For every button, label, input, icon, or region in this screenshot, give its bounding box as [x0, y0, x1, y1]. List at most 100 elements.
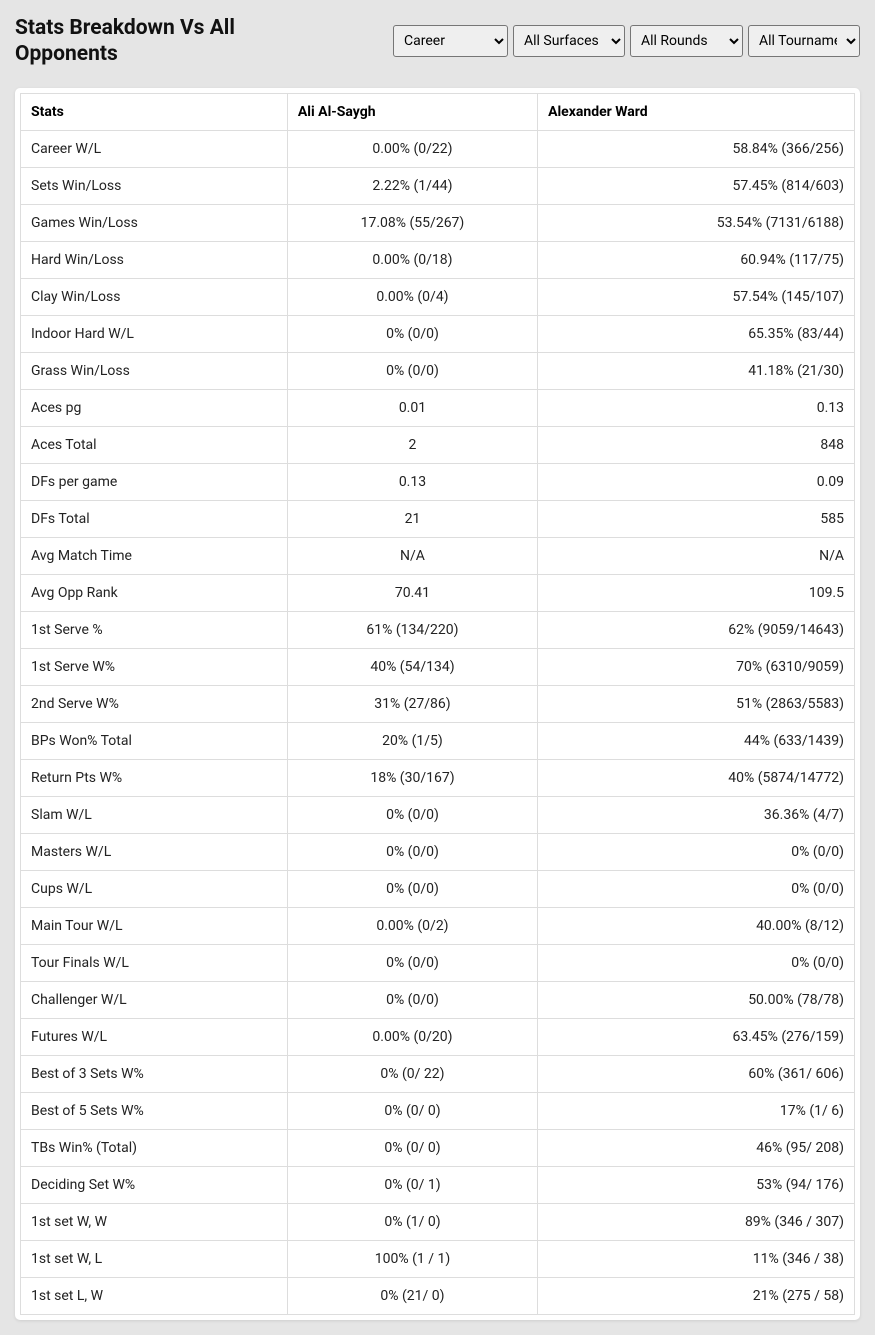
table-row: DFs Total21585 [21, 500, 855, 537]
stat-label-cell: Clay Win/Loss [21, 278, 288, 315]
player1-value-cell: 0% (0/ 22) [287, 1055, 537, 1092]
tournament-select[interactable]: All Tournaments [748, 25, 860, 57]
stat-label-cell: Games Win/Loss [21, 204, 288, 241]
player2-value-cell: 70% (6310/9059) [538, 648, 855, 685]
player2-value-cell: 57.54% (145/107) [538, 278, 855, 315]
table-row: Return Pts W%18% (30/167)40% (5874/14772… [21, 759, 855, 796]
player1-value-cell: 0.13 [287, 463, 537, 500]
table-row: Best of 5 Sets W%0% (0/ 0)17% (1/ 6) [21, 1092, 855, 1129]
player1-value-cell: 70.41 [287, 574, 537, 611]
player1-value-cell: 0% (0/0) [287, 352, 537, 389]
player2-value-cell: 40.00% (8/12) [538, 907, 855, 944]
player2-value-cell: 11% (346 / 38) [538, 1240, 855, 1277]
player2-value-cell: 53% (94/ 176) [538, 1166, 855, 1203]
stat-label-cell: DFs Total [21, 500, 288, 537]
table-row: Indoor Hard W/L0% (0/0)65.35% (83/44) [21, 315, 855, 352]
stat-label-cell: 1st set L, W [21, 1277, 288, 1314]
player1-value-cell: 0% (1/ 0) [287, 1203, 537, 1240]
player2-value-cell: 0.13 [538, 389, 855, 426]
table-row: Tour Finals W/L0% (0/0)0% (0/0) [21, 944, 855, 981]
table-row: Main Tour W/L0.00% (0/2)40.00% (8/12) [21, 907, 855, 944]
stat-label-cell: Challenger W/L [21, 981, 288, 1018]
col-stats-header: Stats [21, 93, 288, 130]
player1-value-cell: 18% (30/167) [287, 759, 537, 796]
stat-label-cell: Sets Win/Loss [21, 167, 288, 204]
stat-label-cell: BPs Won% Total [21, 722, 288, 759]
table-row: Games Win/Loss17.08% (55/267)53.54% (713… [21, 204, 855, 241]
table-row: 1st Serve W%40% (54/134)70% (6310/9059) [21, 648, 855, 685]
stat-label-cell: Indoor Hard W/L [21, 315, 288, 352]
player1-value-cell: N/A [287, 537, 537, 574]
rounds-select[interactable]: All Rounds [630, 25, 743, 57]
player1-value-cell: 17.08% (55/267) [287, 204, 537, 241]
player1-value-cell: 20% (1/5) [287, 722, 537, 759]
table-row: Avg Opp Rank70.41109.5 [21, 574, 855, 611]
player1-value-cell: 0.00% (0/18) [287, 241, 537, 278]
stat-label-cell: Best of 3 Sets W% [21, 1055, 288, 1092]
table-row: Slam W/L0% (0/0)36.36% (4/7) [21, 796, 855, 833]
stat-label-cell: Avg Match Time [21, 537, 288, 574]
col-player1-header: Ali Al-Saygh [287, 93, 537, 130]
stat-label-cell: Futures W/L [21, 1018, 288, 1055]
player2-value-cell: 21% (275 / 58) [538, 1277, 855, 1314]
player2-value-cell: 46% (95/ 208) [538, 1129, 855, 1166]
player2-value-cell: 41.18% (21/30) [538, 352, 855, 389]
player2-value-cell: 51% (2863/5583) [538, 685, 855, 722]
stat-label-cell: Masters W/L [21, 833, 288, 870]
table-row: Deciding Set W%0% (0/ 1)53% (94/ 176) [21, 1166, 855, 1203]
player1-value-cell: 0% (0/0) [287, 944, 537, 981]
table-row: Masters W/L0% (0/0)0% (0/0) [21, 833, 855, 870]
surface-select[interactable]: All Surfaces [513, 25, 625, 57]
filters-container: Career All Surfaces All Rounds All Tourn… [393, 25, 860, 57]
player2-value-cell: 40% (5874/14772) [538, 759, 855, 796]
player2-value-cell: 585 [538, 500, 855, 537]
stats-table-container: Stats Ali Al-Saygh Alexander Ward Career… [15, 88, 860, 1320]
table-row: TBs Win% (Total)0% (0/ 0)46% (95/ 208) [21, 1129, 855, 1166]
table-row: 1st set L, W0% (21/ 0)21% (275 / 58) [21, 1277, 855, 1314]
table-row: Aces pg0.010.13 [21, 389, 855, 426]
table-header-row: Stats Ali Al-Saygh Alexander Ward [21, 93, 855, 130]
table-row: Aces Total2848 [21, 426, 855, 463]
table-row: Challenger W/L0% (0/0)50.00% (78/78) [21, 981, 855, 1018]
player2-value-cell: 0% (0/0) [538, 833, 855, 870]
table-row: 1st set W, L100% (1 / 1)11% (346 / 38) [21, 1240, 855, 1277]
player1-value-cell: 100% (1 / 1) [287, 1240, 537, 1277]
table-row: Futures W/L0.00% (0/20)63.45% (276/159) [21, 1018, 855, 1055]
player1-value-cell: 40% (54/134) [287, 648, 537, 685]
table-row: 1st Serve %61% (134/220)62% (9059/14643) [21, 611, 855, 648]
player2-value-cell: N/A [538, 537, 855, 574]
player1-value-cell: 2 [287, 426, 537, 463]
stat-label-cell: Best of 5 Sets W% [21, 1092, 288, 1129]
player2-value-cell: 62% (9059/14643) [538, 611, 855, 648]
career-select[interactable]: Career [393, 25, 508, 57]
stat-label-cell: Hard Win/Loss [21, 241, 288, 278]
table-row: Best of 3 Sets W%0% (0/ 22)60% (361/ 606… [21, 1055, 855, 1092]
stat-label-cell: 1st Serve W% [21, 648, 288, 685]
stat-label-cell: Career W/L [21, 130, 288, 167]
stat-label-cell: Tour Finals W/L [21, 944, 288, 981]
stat-label-cell: TBs Win% (Total) [21, 1129, 288, 1166]
player1-value-cell: 0% (0/0) [287, 833, 537, 870]
player2-value-cell: 65.35% (83/44) [538, 315, 855, 352]
stat-label-cell: 1st Serve % [21, 611, 288, 648]
player2-value-cell: 57.45% (814/603) [538, 167, 855, 204]
stat-label-cell: Deciding Set W% [21, 1166, 288, 1203]
player2-value-cell: 17% (1/ 6) [538, 1092, 855, 1129]
player1-value-cell: 0% (0/ 0) [287, 1092, 537, 1129]
table-head: Stats Ali Al-Saygh Alexander Ward [21, 93, 855, 130]
player2-value-cell: 58.84% (366/256) [538, 130, 855, 167]
player2-value-cell: 53.54% (7131/6188) [538, 204, 855, 241]
player1-value-cell: 0% (0/ 0) [287, 1129, 537, 1166]
stat-label-cell: Cups W/L [21, 870, 288, 907]
stat-label-cell: Avg Opp Rank [21, 574, 288, 611]
stats-table: Stats Ali Al-Saygh Alexander Ward Career… [20, 93, 855, 1315]
page-title: Stats Breakdown Vs All Opponents [15, 15, 315, 68]
player2-value-cell: 109.5 [538, 574, 855, 611]
player2-value-cell: 89% (346 / 307) [538, 1203, 855, 1240]
stat-label-cell: Main Tour W/L [21, 907, 288, 944]
stat-label-cell: 2nd Serve W% [21, 685, 288, 722]
player1-value-cell: 2.22% (1/44) [287, 167, 537, 204]
stat-label-cell: 1st set W, L [21, 1240, 288, 1277]
table-row: Avg Match TimeN/AN/A [21, 537, 855, 574]
player2-value-cell: 36.36% (4/7) [538, 796, 855, 833]
